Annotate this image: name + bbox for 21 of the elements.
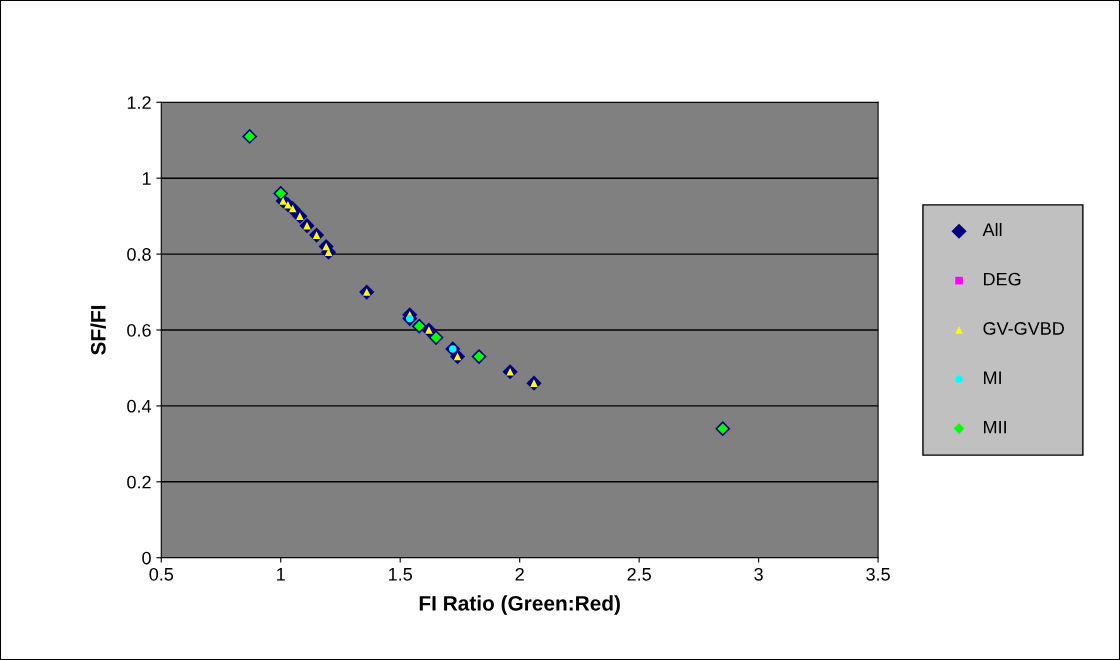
x-axis-title: FI Ratio (Green:Red) [419,595,620,615]
legend-label: MII [984,420,1006,434]
legend-label: MI [984,371,1001,384]
y-tick-label: 0.4 [127,399,152,413]
x-tick-label: 1 [277,568,285,581]
y-tick-label: 1.2 [127,96,151,109]
x-tick-label: 0.5 [149,567,174,581]
y-tick-label: 0 [142,551,151,565]
legend-label: DEG [984,272,1021,286]
x-tick-label: 2 [515,567,524,581]
legend-label: GV-GVBD [983,322,1064,335]
y-tick-label: 0.2 [127,475,151,489]
x-tick-label: 3.5 [866,567,890,581]
x-tick-label: 1.5 [389,568,413,581]
y-tick-label: 0.6 [127,323,151,337]
x-tick-label: 2.5 [627,567,651,581]
x-tick-label: 3 [754,567,763,581]
y-tick-label: 0.8 [127,248,151,261]
y-axis-title: SF/FI [90,305,106,355]
legend-label: All [982,222,1002,237]
y-tick-label: 1 [142,172,151,185]
